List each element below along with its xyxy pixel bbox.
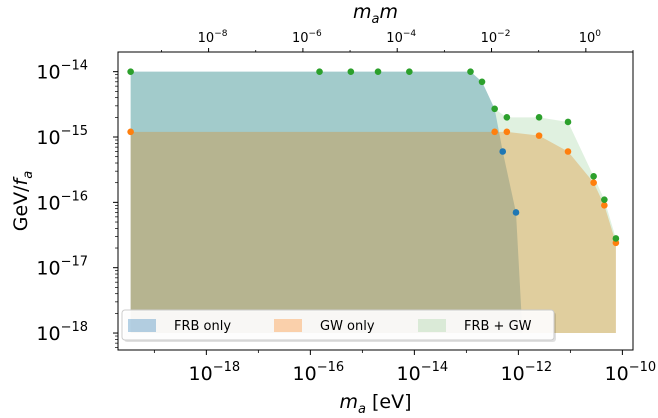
- top-axis-label: mam: [353, 1, 398, 27]
- marker-frb-gw-0: [127, 68, 134, 75]
- area-gw-only: [130, 131, 616, 334]
- legend-swatch-frb-only: [128, 319, 156, 332]
- axis-labels: ma [eV] mam GeV/fa: [10, 1, 412, 417]
- x-axis-label: ma [eV]: [339, 391, 411, 417]
- marker-frb-only-0: [499, 148, 507, 155]
- top-tick-label-1: 10−6: [292, 29, 322, 46]
- legend-label-gw-only: GW only: [320, 319, 375, 334]
- top-tick-label-4: 100: [579, 29, 602, 46]
- marker-frb-gw-8: [503, 114, 511, 121]
- marker-frb-gw-2: [347, 68, 355, 75]
- legend: FRB only GW only FRB + GW: [121, 309, 556, 342]
- legend-swatch-frb-gw: [418, 319, 446, 332]
- top-tick-label-3: 10−2: [481, 29, 511, 46]
- top-tick-label-0: 10−8: [198, 29, 228, 46]
- y-tick-label-1: 10−15: [36, 124, 88, 149]
- x-tick-label-4: 10−10: [605, 360, 657, 385]
- y-axis-label: GeV/fa: [10, 171, 36, 232]
- legend-swatch-gw-only: [274, 319, 302, 332]
- y-tick-label-0: 10−14: [36, 59, 88, 84]
- marker-gw-only-3: [535, 132, 543, 139]
- marker-frb-gw-7: [491, 105, 498, 113]
- marker-frb-only-1: [512, 209, 520, 216]
- x-tick-label-1: 10−16: [293, 360, 345, 385]
- marker-gw-only-2: [503, 128, 511, 136]
- marker-frb-gw-1: [316, 68, 323, 75]
- legend-label-frb-gw: FRB + GW: [464, 319, 532, 334]
- marker-frb-gw-12: [601, 196, 608, 203]
- legend-label-frb-only: FRB only: [174, 319, 231, 334]
- marker-frb-gw-9: [535, 114, 543, 121]
- x-tick-label-3: 10−12: [501, 360, 553, 385]
- axes-frame: [117, 51, 634, 351]
- top-tick-label-2: 10−4: [386, 29, 416, 46]
- area-frb-only: [130, 71, 523, 334]
- series-markers: [127, 68, 620, 247]
- marker-gw-only-6: [601, 202, 608, 209]
- x-tick-label-2: 10−14: [397, 360, 449, 385]
- y-tick-label-3: 10−17: [36, 255, 88, 280]
- legend-box: [121, 309, 555, 341]
- marker-gw-only-4: [564, 148, 572, 155]
- marker-frb-gw-13: [612, 235, 620, 242]
- marker-gw-only-5: [590, 179, 597, 186]
- marker-frb-gw-11: [590, 173, 597, 180]
- y-tick-label-4: 10−18: [36, 320, 88, 345]
- marker-frb-gw-4: [406, 68, 413, 75]
- area-frb-gw: [130, 71, 616, 334]
- y-tick-label-2: 10−16: [36, 189, 88, 214]
- marker-frb-gw-10: [564, 118, 572, 126]
- x-tick-label-0: 10−18: [189, 360, 241, 385]
- marker-gw-only-0: [127, 128, 134, 136]
- series-fills: [130, 71, 616, 334]
- marker-frb-gw-3: [374, 68, 382, 75]
- axis-ticks: 10−18 10−16 10−14 10−12 10−10 10−14 10−15 10−16…: [36, 29, 656, 385]
- marker-frb-gw-5: [467, 68, 474, 75]
- marker-gw-only-1: [491, 128, 498, 136]
- marker-frb-gw-6: [478, 78, 486, 86]
